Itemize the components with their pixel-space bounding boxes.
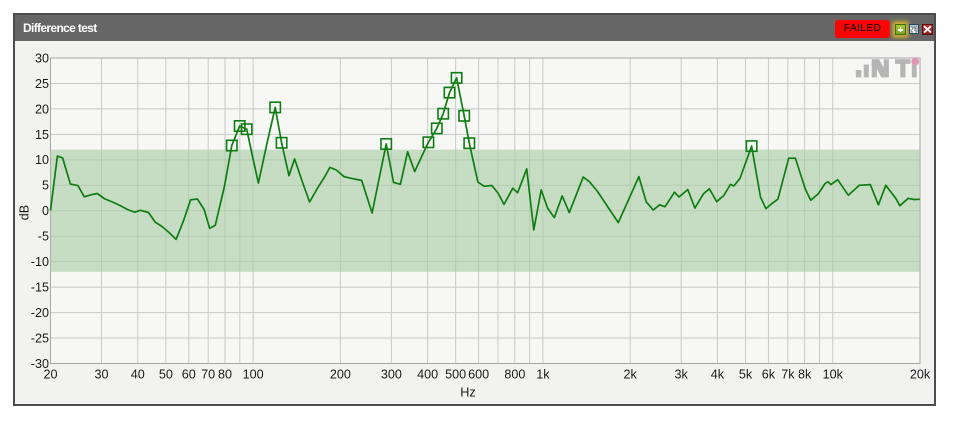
svg-text:10k: 10k bbox=[823, 368, 844, 382]
svg-text:Hz: Hz bbox=[460, 385, 475, 399]
svg-text:30: 30 bbox=[95, 368, 109, 382]
svg-text:400: 400 bbox=[417, 368, 438, 382]
svg-text:70: 70 bbox=[201, 368, 215, 382]
svg-text:1k: 1k bbox=[536, 368, 550, 382]
svg-text:20: 20 bbox=[35, 102, 49, 116]
svg-text:8k: 8k bbox=[798, 368, 812, 382]
svg-text:dB: dB bbox=[18, 205, 32, 220]
svg-text:300: 300 bbox=[381, 368, 402, 382]
svg-text:-25: -25 bbox=[31, 331, 49, 345]
svg-text:80: 80 bbox=[218, 368, 232, 382]
svg-text:800: 800 bbox=[504, 368, 525, 382]
svg-text:100: 100 bbox=[243, 368, 264, 382]
svg-text:200: 200 bbox=[330, 368, 351, 382]
svg-text:30: 30 bbox=[35, 51, 49, 65]
svg-text:5: 5 bbox=[42, 179, 49, 193]
svg-text:7k: 7k bbox=[781, 368, 795, 382]
svg-text:-15: -15 bbox=[31, 281, 49, 295]
svg-text:25: 25 bbox=[35, 77, 49, 91]
svg-text:40: 40 bbox=[131, 368, 145, 382]
svg-text:2k: 2k bbox=[624, 368, 638, 382]
svg-text:-5: -5 bbox=[38, 230, 49, 244]
svg-text:20k: 20k bbox=[910, 368, 931, 382]
svg-text:-30: -30 bbox=[31, 357, 49, 371]
svg-text:50: 50 bbox=[159, 368, 173, 382]
svg-text:4k: 4k bbox=[711, 368, 725, 382]
svg-text:20: 20 bbox=[43, 368, 57, 382]
svg-text:5k: 5k bbox=[739, 368, 753, 382]
svg-text:-10: -10 bbox=[31, 255, 49, 269]
svg-text:60: 60 bbox=[182, 368, 196, 382]
svg-text:6k: 6k bbox=[762, 368, 776, 382]
svg-text:10: 10 bbox=[35, 153, 49, 167]
svg-text:500: 500 bbox=[445, 368, 466, 382]
svg-text:3k: 3k bbox=[675, 368, 689, 382]
svg-text:600: 600 bbox=[468, 368, 489, 382]
svg-text:-20: -20 bbox=[31, 306, 49, 320]
svg-text:0: 0 bbox=[42, 204, 49, 218]
svg-text:15: 15 bbox=[35, 128, 49, 142]
